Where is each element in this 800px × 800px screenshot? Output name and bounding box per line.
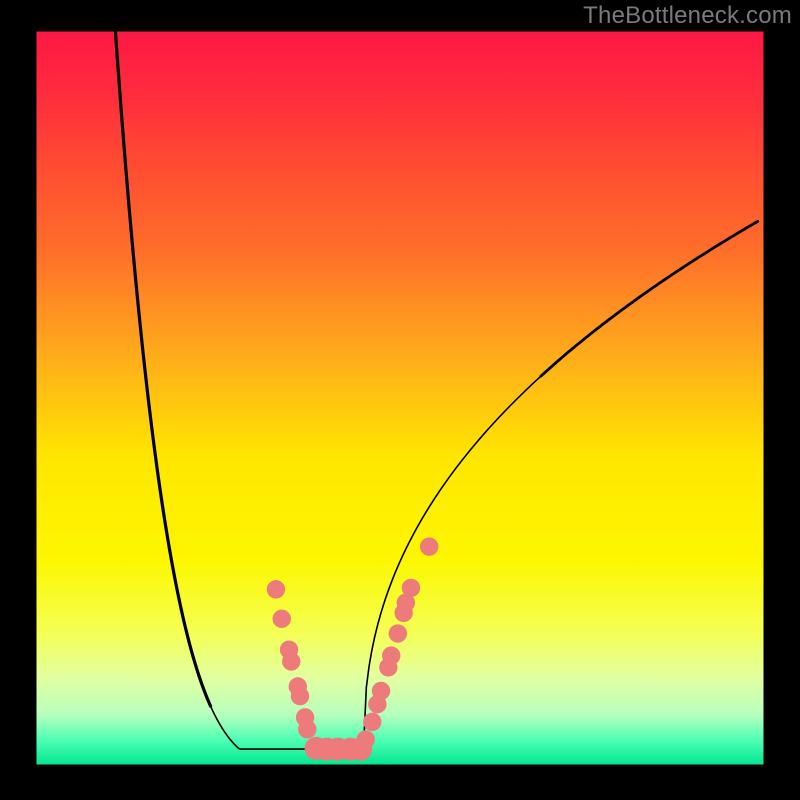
data-marker [389, 624, 407, 642]
data-marker [273, 610, 291, 628]
data-marker [291, 687, 309, 705]
data-marker [382, 646, 400, 664]
bottleneck-chart [0, 0, 800, 800]
data-marker [363, 713, 381, 731]
data-marker [282, 652, 300, 670]
data-marker [420, 537, 438, 555]
chart-stage: TheBottleneck.com [0, 0, 800, 800]
data-marker [298, 720, 316, 738]
data-marker [372, 682, 390, 700]
watermark-label: TheBottleneck.com [583, 2, 792, 30]
data-marker [267, 580, 285, 598]
data-marker [356, 730, 374, 748]
data-marker [402, 579, 420, 597]
